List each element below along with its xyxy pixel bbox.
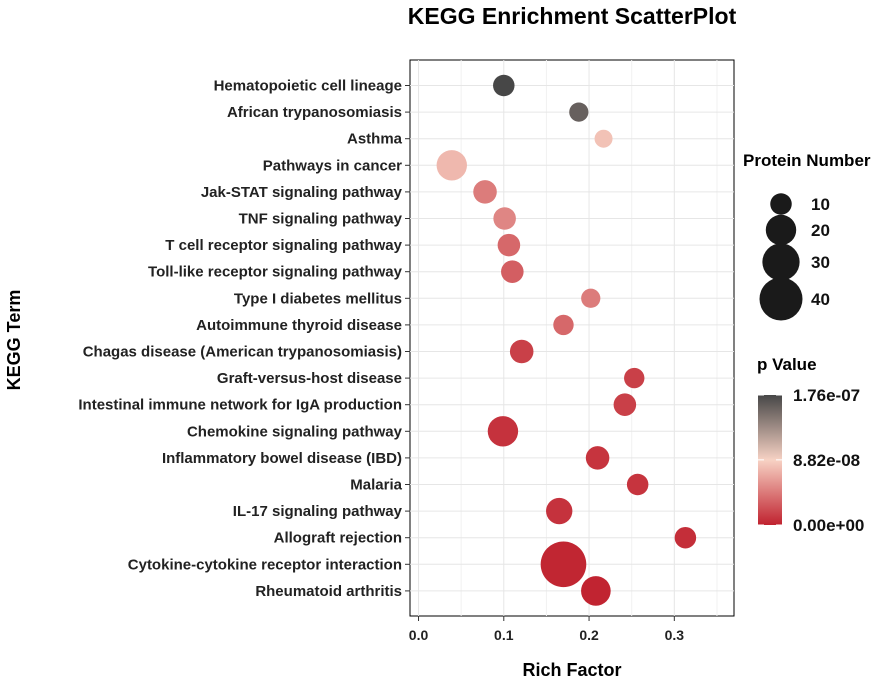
color-legend-label: 8.82e-08 (793, 451, 860, 470)
size-legend-circle (762, 243, 800, 281)
data-point (581, 288, 601, 308)
data-points (436, 74, 697, 606)
data-point (546, 497, 573, 525)
data-point (493, 207, 516, 230)
size-legend-circle (765, 214, 797, 246)
size-legend-circle (770, 193, 792, 215)
y-tick-label: Toll-like receptor signaling pathway (148, 264, 403, 281)
y-tick-label: Autoimmune thyroid disease (196, 317, 402, 334)
data-point (594, 129, 613, 148)
size-legend-label: 10 (811, 195, 830, 214)
color-legend-label: 0.00e+00 (793, 516, 864, 535)
y-tick-label: Asthma (347, 131, 403, 148)
data-point (501, 260, 524, 283)
y-tick-label: Inflammatory bowel disease (IBD) (162, 450, 402, 467)
data-point (624, 367, 645, 389)
chart-title: KEGG Enrichment ScatterPlot (408, 3, 737, 29)
size-legend-title: Protein Number (743, 151, 871, 170)
data-point (626, 473, 649, 496)
data-point (569, 102, 589, 122)
y-tick-label: Cytokine-cytokine receptor interaction (128, 556, 402, 573)
y-tick-label: Jak-STAT signaling pathway (201, 184, 403, 201)
y-tick-label: Graft-versus-host disease (217, 370, 402, 387)
size-legend: Protein Number 10 20 30 40 (743, 151, 871, 321)
y-tick-label: IL-17 signaling pathway (233, 503, 403, 520)
y-tick-label: TNF signaling pathway (239, 211, 403, 228)
y-tick-label: Type I diabetes mellitus (234, 290, 402, 307)
x-axis-title: Rich Factor (522, 660, 621, 680)
y-tick-label: African trypanosomiasis (227, 104, 402, 121)
y-tick-label: Chagas disease (American trypanosomiasis… (83, 344, 402, 361)
size-legend-label: 20 (811, 221, 830, 240)
data-point (540, 541, 587, 588)
x-axis-ticks: 0.0 0.1 0.2 0.3 (409, 616, 684, 643)
data-point (473, 180, 497, 204)
data-point (613, 393, 637, 416)
data-point (585, 446, 610, 470)
x-tick-label: 0.0 (409, 627, 429, 643)
plot-border (409, 59, 735, 617)
x-tick-label: 0.3 (665, 627, 685, 643)
y-tick-label: Allograft rejection (274, 530, 402, 547)
plot-panel (409, 59, 735, 617)
data-point (493, 74, 515, 97)
data-point (487, 416, 519, 447)
y-tick-label: Intestinal immune network for IgA produc… (78, 397, 402, 414)
color-legend-title: p Value (757, 355, 817, 374)
y-axis-ticks: Hematopoietic cell lineage African trypan… (78, 78, 410, 600)
y-tick-label: Malaria (350, 477, 402, 494)
data-point (509, 339, 534, 364)
data-point (553, 314, 574, 336)
y-tick-label: Hematopoietic cell lineage (214, 78, 402, 95)
data-point (436, 150, 467, 181)
y-tick-label: Rheumatoid arthritis (255, 583, 402, 600)
size-legend-label: 40 (811, 290, 830, 309)
y-axis-title: KEGG Term (4, 290, 24, 391)
data-point (581, 576, 611, 606)
size-legend-label: 30 (811, 253, 830, 272)
y-tick-label: T cell receptor signaling pathway (165, 237, 402, 254)
x-tick-label: 0.2 (579, 627, 599, 643)
color-legend-label: 1.76e-07 (793, 386, 860, 405)
size-legend-circle (759, 277, 803, 321)
y-tick-label: Chemokine signaling pathway (187, 423, 403, 440)
y-tick-label: Pathways in cancer (263, 157, 402, 174)
x-tick-label: 0.1 (494, 627, 514, 643)
data-point (674, 526, 697, 549)
data-point (497, 233, 521, 257)
color-legend: p Value 1.76e-07 8.82e-08 0.00e+00 (757, 355, 864, 535)
